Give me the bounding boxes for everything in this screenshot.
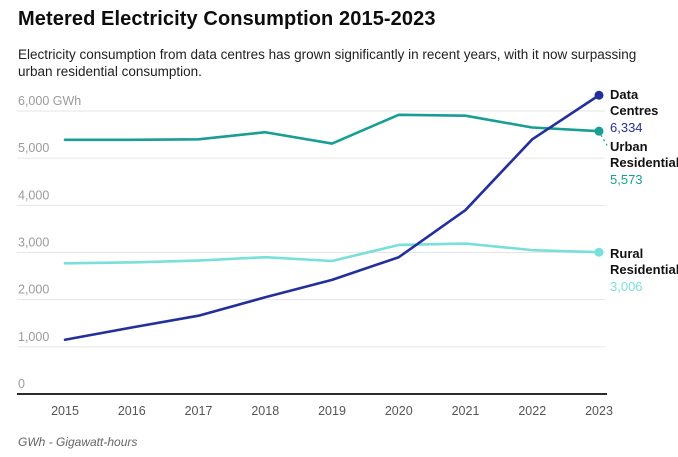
series-end-dot-urban-residential — [594, 126, 604, 136]
series-end-dot-rural-residential — [594, 247, 604, 257]
x-tick-label: 2020 — [385, 404, 413, 418]
x-tick-label: 2022 — [518, 404, 546, 418]
series-line-urban-residential — [63, 113, 601, 145]
chart-subtitle: Electricity consumption from data centre… — [18, 47, 637, 80]
x-tick-label: 2023 — [585, 404, 613, 418]
x-tick-label: 2021 — [452, 404, 480, 418]
legend-label: Data Centres — [610, 87, 659, 118]
y-tick-label: 5,000 — [18, 141, 49, 155]
legend-value: 3,006 — [610, 278, 643, 294]
legend-leader-line — [600, 134, 609, 148]
legend-value: 6,334 — [610, 119, 643, 135]
series-end-dot-data-centres — [594, 90, 604, 100]
x-tick-label: 2018 — [251, 404, 279, 418]
legend-label: Urban Residential — [610, 139, 678, 170]
x-tick-label: 2019 — [318, 404, 346, 418]
y-tick-label: 3,000 — [18, 236, 49, 250]
chart-title: Metered Electricity Consumption 2015-202… — [18, 8, 436, 30]
legend-item-data-centres: Data Centres 6,334 — [610, 87, 678, 136]
y-tick-label: 1,000 — [18, 330, 49, 344]
x-tick-label: 2015 — [51, 404, 79, 418]
legend-item-urban-residential: Urban Residential 5,573 — [610, 139, 678, 188]
y-tick-label: 2,000 — [18, 283, 49, 297]
legend-label: Rural Residential — [610, 246, 678, 277]
unit-footnote: GWh - Gigawatt-hours — [18, 435, 138, 449]
series-line-data-centres — [63, 93, 601, 342]
legend-item-rural-residential: Rural Residential 3,006 — [610, 246, 678, 295]
x-tick-label: 2017 — [185, 404, 213, 418]
y-tick-label: 6,000 GWh — [18, 94, 81, 108]
y-tick-label: 4,000 — [18, 188, 49, 202]
x-tick-label: 2016 — [118, 404, 146, 418]
series-line-rural-residential — [63, 242, 601, 265]
y-tick-label: 0 — [18, 377, 25, 391]
legend-value: 5,573 — [610, 171, 643, 187]
